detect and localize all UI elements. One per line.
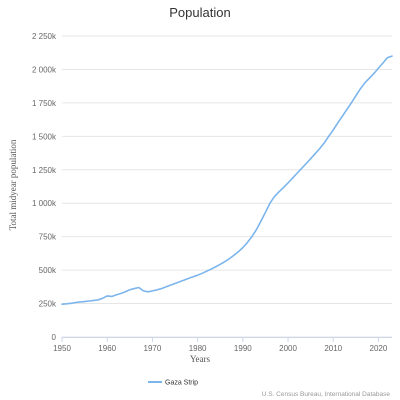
series-line-gaza-strip[interactable] xyxy=(61,55,393,306)
x-tick-label: 1960 xyxy=(98,344,116,353)
x-axis-label: Years xyxy=(190,354,211,364)
x-tick-label: 2020 xyxy=(370,344,388,353)
y-tick-label: 1 000k xyxy=(32,199,57,208)
legend-item-gaza-strip[interactable]: Gaza Strip xyxy=(165,380,198,387)
x-tick-label: 2000 xyxy=(279,344,297,353)
y-tick-label: 500k xyxy=(39,266,57,275)
x-tick-label: 1990 xyxy=(234,344,252,353)
y-axis-tick-labels: 0 250k 500k 750k 1 000k 1 250k 1 500k 1 750k 2 0… xyxy=(32,32,57,342)
y-tick-label: 2 250k xyxy=(32,32,57,41)
y-axis-label: Total midyear population xyxy=(8,139,18,230)
y-tick-label: 1 500k xyxy=(32,132,57,141)
x-axis: 1950 1960 1970 1980 1990 2000 2010 2020 xyxy=(53,337,392,353)
chart-title: Population xyxy=(169,5,230,20)
y-tick-label: 2 000k xyxy=(32,65,57,74)
legend[interactable]: Gaza Strip xyxy=(148,380,198,387)
grid-lines xyxy=(62,35,392,338)
y-tick-label: 750k xyxy=(39,233,57,242)
x-tick-label: 1950 xyxy=(53,344,71,353)
x-tick-label: 2010 xyxy=(324,344,342,353)
y-tick-label: 250k xyxy=(39,300,57,309)
x-tick-label: 1970 xyxy=(144,344,162,353)
x-tick-label: 1980 xyxy=(189,344,207,353)
credits[interactable]: U.S. Census Bureau, International Databa… xyxy=(262,391,391,398)
y-tick-label: 1 250k xyxy=(32,166,57,175)
series-layer xyxy=(61,55,393,306)
y-tick-label: 1 750k xyxy=(32,99,57,108)
y-tick-label: 0 xyxy=(52,333,57,342)
